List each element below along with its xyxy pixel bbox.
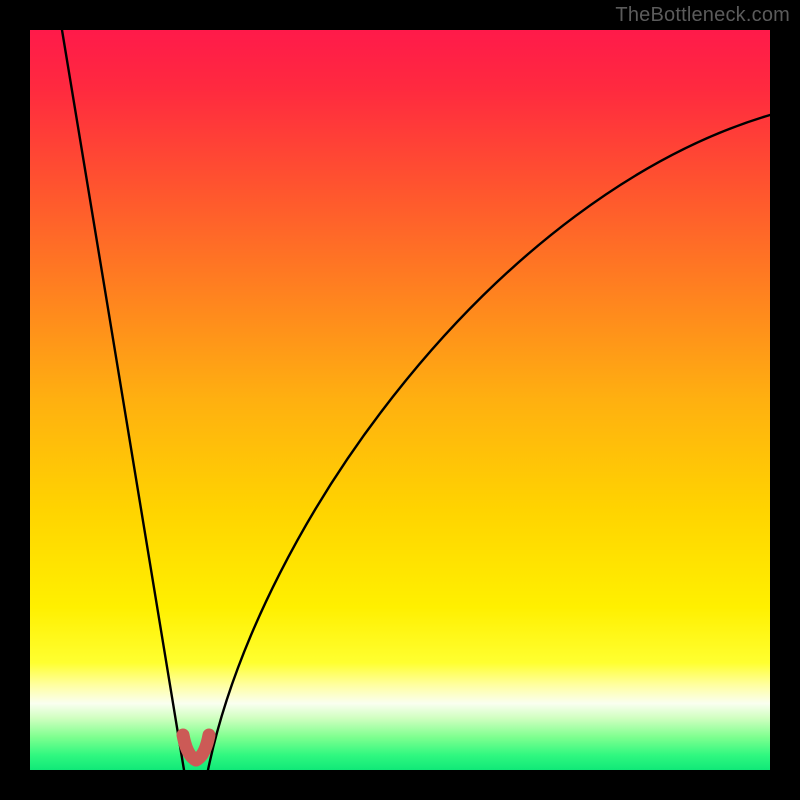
watermark-text: TheBottleneck.com bbox=[615, 4, 790, 27]
gradient-background bbox=[30, 30, 770, 770]
chart-canvas bbox=[0, 0, 800, 800]
